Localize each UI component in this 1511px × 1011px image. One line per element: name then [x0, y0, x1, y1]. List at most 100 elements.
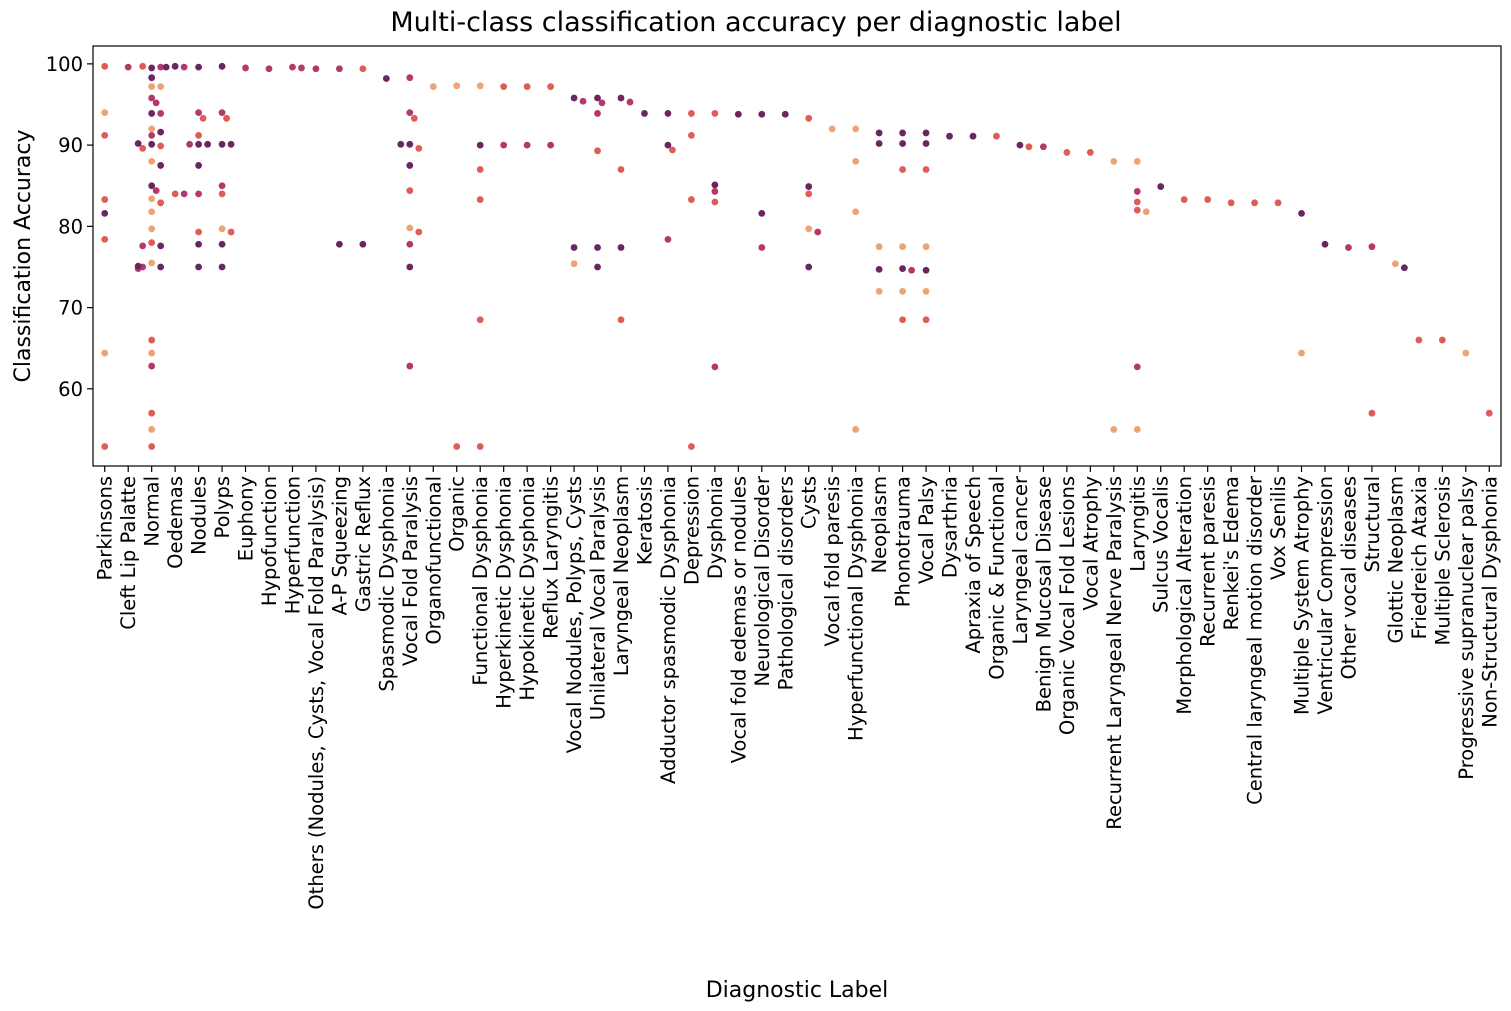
data-point — [594, 263, 601, 271]
data-point — [195, 63, 203, 71]
data-point — [148, 94, 156, 102]
x-tick-label: Reflux Laryngitis — [540, 476, 563, 639]
data-point — [148, 125, 156, 133]
data-point — [547, 141, 554, 149]
y-axis-title: Classification Accuracy — [11, 130, 36, 383]
data-point — [157, 142, 165, 150]
data-point — [218, 140, 226, 148]
data-point — [922, 243, 930, 251]
data-point — [711, 188, 719, 195]
x-tick-label: Parkinsons — [94, 476, 117, 581]
plot-area — [92, 45, 1502, 467]
data-point — [946, 132, 953, 140]
data-point — [227, 228, 235, 236]
data-point — [664, 110, 672, 117]
x-tick-label: Organic — [446, 476, 469, 552]
data-point — [594, 147, 601, 155]
x-tick-label: Neurological Disorder — [751, 475, 774, 686]
x-tick-label: Neoplasm — [868, 476, 891, 573]
data-point — [688, 131, 695, 139]
x-tick-label: Normal — [141, 476, 164, 547]
x-tick-label: Polyps — [211, 476, 234, 539]
x-tick-label: Cysts — [798, 476, 821, 529]
x-tick-label: Vocal fold paresis — [821, 476, 844, 646]
x-tick-label: Recurrent Laryngeal Nerve Paralysis — [1103, 476, 1126, 830]
x-tick-label: Other vocal diseases — [1337, 476, 1360, 680]
data-point — [758, 110, 766, 118]
data-point — [101, 109, 109, 117]
data-point — [688, 196, 695, 203]
data-point — [688, 443, 695, 450]
data-point — [711, 198, 719, 206]
data-point — [195, 190, 203, 198]
data-point — [852, 208, 860, 216]
data-point — [406, 140, 414, 148]
data-point — [688, 110, 695, 117]
data-point — [1345, 244, 1352, 251]
data-point — [157, 110, 165, 117]
data-point — [298, 64, 305, 72]
data-point — [359, 65, 367, 73]
data-point — [922, 129, 930, 137]
data-point — [1142, 208, 1150, 216]
x-tick-label: Glottic Neoplasm — [1384, 476, 1407, 644]
data-point — [148, 131, 156, 139]
data-point — [429, 83, 437, 91]
data-point — [195, 140, 203, 148]
data-point — [1110, 426, 1118, 433]
x-tick-label: Adductor spasmodic Dysphonia — [657, 476, 680, 784]
y-tick-label: 80 — [58, 215, 83, 238]
data-point — [1063, 149, 1071, 156]
data-point — [476, 166, 484, 173]
x-tick-label: Organofunctional — [422, 476, 445, 645]
data-point — [1133, 188, 1141, 195]
data-point — [406, 224, 414, 232]
data-point — [669, 146, 676, 154]
data-point — [453, 82, 461, 90]
data-point — [875, 140, 883, 147]
data-point — [218, 109, 226, 117]
data-point — [134, 140, 142, 147]
data-point — [908, 266, 915, 274]
data-point — [899, 166, 906, 173]
data-point — [1298, 209, 1305, 217]
data-point — [1110, 157, 1118, 165]
x-tick-label: A-P Squeezing — [328, 476, 351, 615]
data-point — [922, 266, 930, 274]
data-point — [406, 362, 414, 370]
data-point — [336, 240, 343, 248]
data-point — [101, 62, 109, 70]
x-tick-label: Spasmodic Dysphonia — [375, 476, 398, 692]
data-point — [781, 110, 789, 118]
data-point — [148, 110, 156, 117]
data-point — [1368, 409, 1376, 417]
data-point — [1180, 196, 1188, 203]
data-point — [993, 132, 1000, 140]
data-point — [1368, 243, 1376, 251]
data-point — [626, 98, 634, 106]
data-point — [922, 166, 930, 173]
x-tick-label: Depression — [680, 476, 703, 585]
x-tick-label: Renkei's Edema — [1220, 476, 1243, 630]
data-point — [617, 94, 625, 102]
x-tick-label: Ventricular Compression — [1314, 476, 1337, 714]
data-point — [101, 209, 109, 217]
data-point — [199, 114, 207, 122]
data-point — [195, 263, 203, 271]
y-tick-label: 60 — [58, 378, 83, 401]
data-point — [218, 190, 226, 198]
data-point — [406, 187, 414, 195]
data-point — [875, 243, 883, 251]
x-tick-label: Vocal Nodules, Polyps, Cysts — [563, 476, 586, 753]
data-point — [406, 74, 414, 82]
x-tick-label: Friedreich Ataxia — [1408, 476, 1431, 639]
x-tick-label: Hyperfunction — [281, 476, 304, 614]
data-point — [1392, 260, 1399, 268]
data-point — [148, 362, 156, 370]
data-point — [641, 110, 648, 117]
data-point — [922, 316, 930, 324]
data-point — [922, 287, 930, 295]
x-tick-label: Laryngeal cancer — [1009, 475, 1032, 644]
data-point — [617, 316, 625, 324]
